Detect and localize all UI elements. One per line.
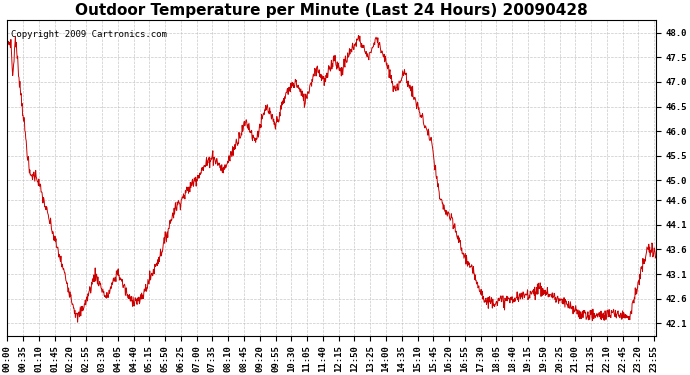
Text: Copyright 2009 Cartronics.com: Copyright 2009 Cartronics.com (10, 30, 166, 39)
Title: Outdoor Temperature per Minute (Last 24 Hours) 20090428: Outdoor Temperature per Minute (Last 24 … (75, 3, 588, 18)
